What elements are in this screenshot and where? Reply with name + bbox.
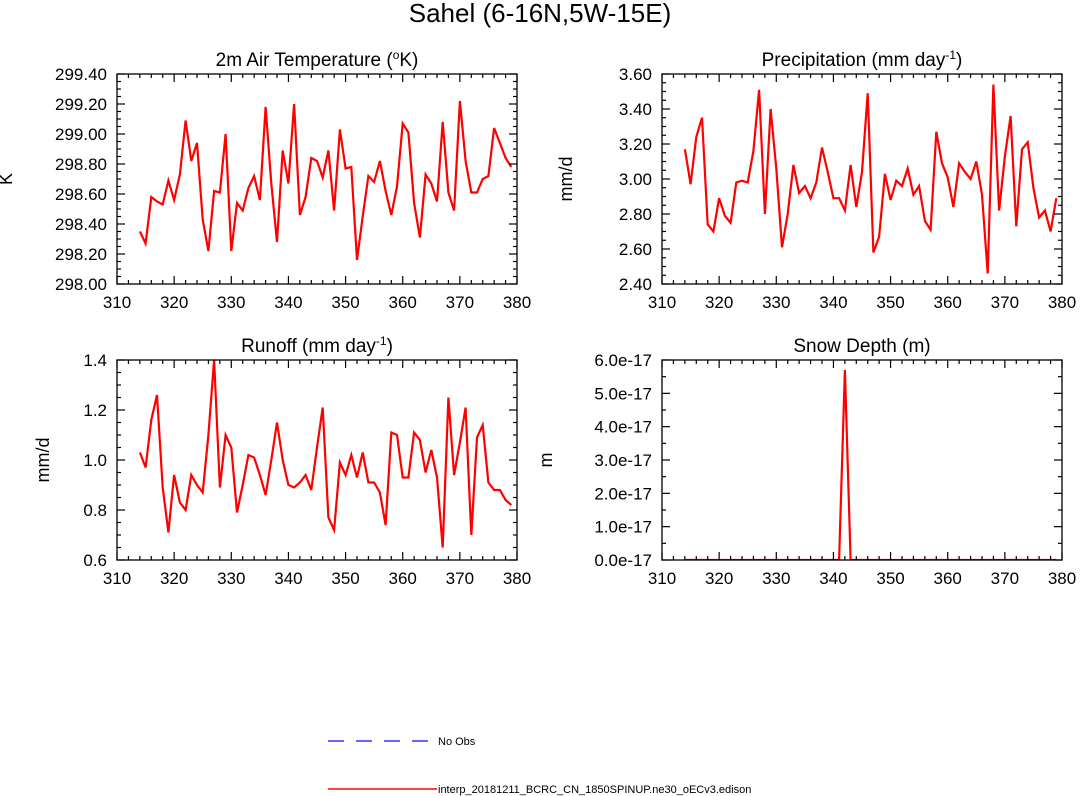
xtick-label-runoff: 370 [446, 569, 474, 588]
xtick-label-temp: 340 [274, 293, 302, 312]
xtick-label-snow: 340 [819, 569, 847, 588]
ytick-label-precip: 3.20 [619, 135, 652, 154]
xtick-label-precip: 360 [934, 293, 962, 312]
ytick-label-precip: 2.40 [619, 275, 652, 294]
ylabel-runoff: mm/d [33, 438, 53, 483]
legend-label: No Obs [438, 736, 476, 748]
panel-snow: Snow Depth (m) m 310 320 330 340 350 360 370 380 0… [536, 336, 1076, 588]
ytick-label-temp: 298.80 [55, 155, 107, 174]
ytick-label-snow: 3.0e-17 [594, 451, 652, 470]
ytick-label-temp: 299.00 [55, 125, 107, 144]
xtick-label-snow: 370 [991, 569, 1019, 588]
xtick-label-runoff: 320 [160, 569, 188, 588]
xtick-label-runoff: 360 [389, 569, 417, 588]
xtick-label-precip: 370 [991, 293, 1019, 312]
xtick-label-precip: 310 [648, 293, 676, 312]
ytick-label-snow: 4.0e-17 [594, 418, 652, 437]
xtick-label-snow: 360 [934, 569, 962, 588]
ytick-label-snow: 6.0e-17 [594, 351, 652, 370]
ytick-label-temp: 298.40 [55, 215, 107, 234]
panel-title-temp: 2m Air Temperature (oK) [216, 48, 419, 71]
plot-frame-snow [661, 359, 1063, 561]
xtick-label-temp: 360 [389, 293, 417, 312]
xtick-label-runoff: 340 [274, 569, 302, 588]
xtick-label-snow: 330 [762, 569, 790, 588]
xtick-label-runoff: 350 [331, 569, 359, 588]
ytick-label-temp: 298.00 [55, 275, 107, 294]
xtick-label-precip: 350 [876, 293, 904, 312]
ytick-label-temp: 298.60 [55, 185, 107, 204]
xtick-label-snow: 310 [648, 569, 676, 588]
xtick-label-runoff: 310 [103, 569, 131, 588]
ytick-label-snow: 5.0e-17 [594, 384, 652, 403]
xtick-label-snow: 380 [1048, 569, 1076, 588]
panel-title-runoff: Runoff (mm day-1) [241, 334, 393, 357]
xtick-label-temp: 370 [446, 293, 474, 312]
ytick-label-runoff: 1.4 [83, 351, 107, 370]
ytick-label-runoff: 0.6 [83, 551, 107, 570]
xtick-label-snow: 350 [876, 569, 904, 588]
ytick-label-precip: 3.60 [619, 65, 652, 84]
figure-title: Sahel (6-16N,5W-15E) [409, 0, 672, 28]
panel-title-snow: Snow Depth (m) [793, 336, 930, 357]
ytick-label-runoff: 1.2 [83, 401, 107, 420]
series-line-precip-0 [683, 84, 1058, 274]
legend-item: interp_20181211_BCRC_CN_1850SPINUP.ne30_… [328, 784, 751, 796]
xtick-label-precip: 330 [762, 293, 790, 312]
ytick-label-precip: 2.60 [619, 240, 652, 259]
ytick-label-precip: 3.00 [619, 170, 652, 189]
xtick-label-temp: 350 [331, 293, 359, 312]
panel-temp: 2m Air Temperature (oK) K 310 320 330 340 350 3… [0, 48, 531, 312]
xtick-label-temp: 310 [103, 293, 131, 312]
series-line-snow-0 [684, 369, 1057, 560]
xtick-label-runoff: 330 [217, 569, 245, 588]
ylabel-precip: mm/d [556, 157, 576, 202]
legend-item: No Obs [328, 736, 476, 748]
ytick-label-runoff: 1.0 [83, 451, 107, 470]
ytick-label-precip: 2.80 [619, 205, 652, 224]
ytick-label-temp: 299.40 [55, 65, 107, 84]
plot-frame-temp [116, 73, 518, 285]
ytick-label-runoff: 0.8 [83, 501, 107, 520]
ytick-label-precip: 3.40 [619, 100, 652, 119]
panel-title-precip: Precipitation (mm day-1) [762, 48, 963, 71]
ytick-label-temp: 298.20 [55, 245, 107, 264]
xtick-label-snow: 320 [705, 569, 733, 588]
ytick-label-temp: 299.20 [55, 95, 107, 114]
xtick-label-precip: 320 [705, 293, 733, 312]
xtick-label-runoff: 380 [503, 569, 531, 588]
ytick-label-snow: 0.0e-17 [594, 551, 652, 570]
ylabel-snow: m [536, 453, 556, 468]
series-line-runoff-0 [138, 360, 513, 548]
panel-precip: Precipitation (mm day-1) mm/d 310 320 330 340… [556, 48, 1076, 312]
legend-label: interp_20181211_BCRC_CN_1850SPINUP.ne30_… [438, 784, 751, 796]
xtick-label-precip: 380 [1048, 293, 1076, 312]
series-line-temp-0 [138, 100, 513, 261]
ytick-label-snow: 2.0e-17 [594, 484, 652, 503]
xtick-label-precip: 340 [819, 293, 847, 312]
ytick-label-snow: 1.0e-17 [594, 518, 652, 537]
ylabel-temp: K [0, 173, 16, 185]
panel-runoff: Runoff (mm day-1) mm/d 310 320 330 340 350 360 3… [33, 334, 531, 588]
xtick-label-temp: 330 [217, 293, 245, 312]
xtick-label-temp: 320 [160, 293, 188, 312]
xtick-label-temp: 380 [503, 293, 531, 312]
